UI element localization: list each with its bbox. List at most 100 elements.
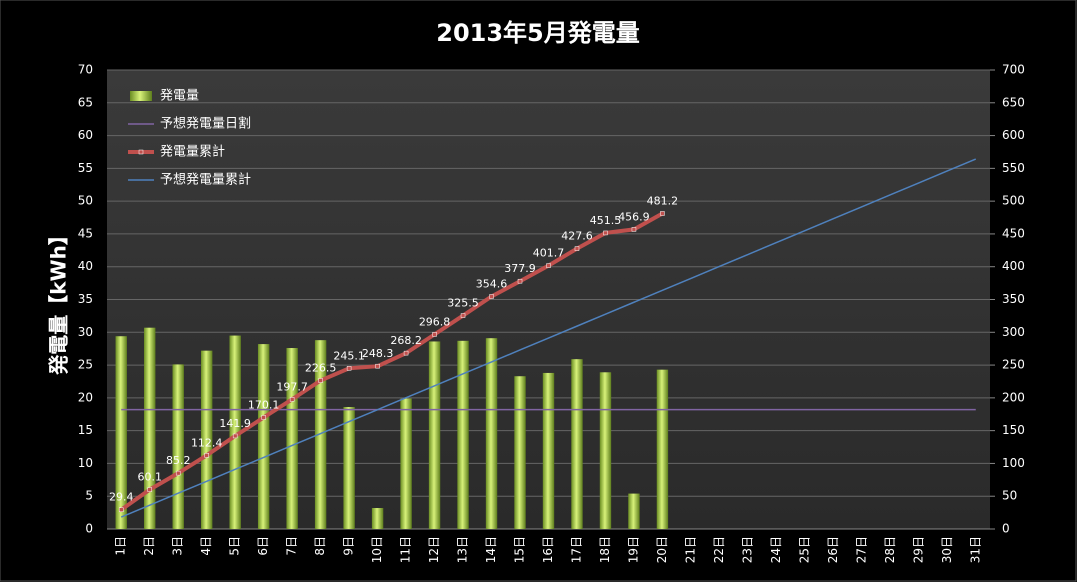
- bar: [229, 335, 241, 529]
- legend-swatch: [130, 91, 152, 101]
- data-label: 456.9: [618, 210, 650, 223]
- bar: [343, 407, 355, 529]
- y2-tick-label: 50: [1002, 489, 1017, 503]
- y2-tick-label: 650: [1002, 95, 1025, 109]
- data-label: 197.7: [276, 380, 308, 393]
- legend-marker: [138, 149, 144, 155]
- data-label: 401.7: [533, 247, 565, 260]
- y-tick-label: 45: [78, 226, 93, 240]
- line-marker: [489, 294, 494, 299]
- y-tick-label: 50: [78, 194, 93, 208]
- y-tick-label: 20: [78, 390, 93, 404]
- data-label: 29.4: [109, 491, 134, 504]
- y-tick-label: 0: [85, 522, 93, 536]
- data-label: 427.6: [561, 230, 593, 243]
- x-tick-label: 4日: [199, 536, 213, 556]
- y2-tick-label: 450: [1002, 226, 1025, 240]
- bar: [542, 372, 555, 529]
- chart-title: 2013年5月発電量: [436, 19, 640, 47]
- bar: [485, 338, 498, 529]
- data-label: 377.9: [504, 262, 536, 275]
- x-tick-label: 29日: [911, 536, 925, 563]
- y-axis-label: 発電量【kWh】: [47, 225, 71, 376]
- x-tick-label: 3日: [171, 536, 185, 556]
- bar: [200, 350, 213, 529]
- x-tick-label: 1日: [114, 536, 128, 556]
- data-label: 112.4: [191, 436, 223, 449]
- line-marker: [403, 350, 409, 356]
- x-tick-label: 14日: [484, 536, 498, 563]
- y2-tick-label: 100: [1002, 456, 1025, 470]
- data-label: 268.2: [390, 334, 422, 347]
- y2-tick-label: 250: [1002, 358, 1025, 372]
- data-label: 245.1: [333, 349, 365, 362]
- x-tick-label: 31日: [968, 536, 982, 563]
- y-tick-label: 10: [78, 456, 93, 470]
- line-marker: [261, 415, 266, 420]
- bar: [400, 398, 412, 529]
- x-tick-label: 16日: [541, 536, 555, 563]
- bar: [314, 340, 327, 529]
- data-label: 451.5: [590, 214, 622, 227]
- y-tick-label: 25: [78, 358, 93, 372]
- line-marker: [147, 487, 152, 492]
- data-label: 325.5: [447, 297, 479, 310]
- y-tick-label: 55: [78, 161, 93, 175]
- x-tick-label: 28日: [883, 536, 897, 563]
- bar: [115, 336, 127, 529]
- x-tick-label: 19日: [626, 536, 640, 563]
- y-tick-label: 30: [78, 325, 93, 339]
- y2-tick-label: 600: [1002, 128, 1025, 142]
- legend-label: 予想発電量累計: [160, 172, 251, 188]
- bar: [371, 508, 384, 529]
- x-tick-label: 11日: [399, 536, 413, 563]
- bar: [257, 344, 270, 529]
- x-tick-label: 21日: [683, 536, 697, 563]
- bar: [599, 372, 612, 529]
- x-tick-label: 18日: [598, 536, 612, 563]
- y-tick-label: 5: [85, 489, 93, 503]
- x-tick-label: 20日: [655, 536, 669, 563]
- x-tick-label: 27日: [854, 536, 868, 563]
- data-label: 85.2: [166, 454, 191, 467]
- data-label: 354.6: [476, 277, 508, 290]
- y2-tick-label: 0: [1002, 522, 1010, 536]
- x-tick-label: 7日: [285, 536, 299, 556]
- y-tick-label: 35: [78, 292, 93, 306]
- x-tick-label: 23日: [740, 536, 754, 563]
- data-label: 481.2: [647, 194, 679, 207]
- x-tick-label: 15日: [513, 536, 527, 563]
- line-marker: [232, 433, 238, 439]
- legend-label: 発電量: [160, 89, 199, 104]
- x-tick-label: 6日: [256, 536, 270, 556]
- data-label: 296.8: [419, 315, 451, 328]
- y2-tick-label: 150: [1002, 423, 1025, 437]
- y-tick-label: 70: [78, 63, 93, 77]
- y2-tick-label: 400: [1002, 259, 1025, 273]
- data-label: 226.5: [305, 361, 337, 374]
- x-tick-label: 30日: [940, 536, 954, 563]
- y2-tick-label: 550: [1002, 161, 1025, 175]
- bar: [571, 359, 583, 529]
- line-marker: [289, 397, 295, 402]
- y2-tick-label: 350: [1002, 292, 1025, 306]
- x-tick-label: 17日: [569, 536, 583, 563]
- line-marker: [546, 263, 551, 268]
- x-tick-label: 25日: [797, 536, 811, 563]
- x-tick-label: 22日: [712, 536, 726, 563]
- series-line: [120, 158, 977, 518]
- x-tick-label: 9日: [342, 536, 356, 556]
- y2-tick-label: 700: [1002, 63, 1025, 77]
- bar: [514, 376, 526, 529]
- y2-tick-label: 500: [1002, 194, 1025, 208]
- series-line: [120, 211, 664, 512]
- line-marker: [175, 470, 181, 476]
- y-tick-label: 40: [78, 259, 93, 273]
- bar: [172, 364, 184, 529]
- line-marker: [660, 211, 665, 216]
- y2-tick-label: 200: [1002, 390, 1025, 404]
- line-marker: [631, 227, 637, 232]
- bar: [286, 348, 298, 529]
- x-tick-label: 24日: [769, 536, 783, 563]
